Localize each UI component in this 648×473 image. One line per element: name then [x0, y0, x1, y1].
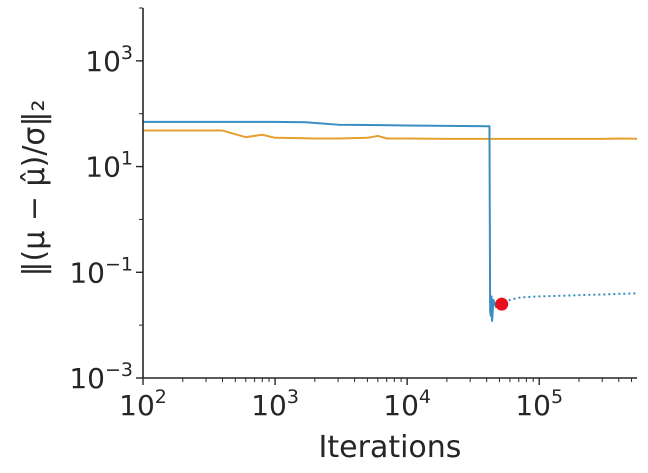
- series-line-2: [143, 120, 501, 322]
- series-layer: [143, 120, 638, 322]
- x-tick-label: 102: [119, 386, 167, 422]
- x-tick-label: 105: [515, 386, 563, 422]
- x-axis-title: Iterations: [319, 430, 462, 465]
- highlight-marker: [495, 297, 509, 311]
- y-tick-label: 10−3: [69, 359, 133, 395]
- y-axis-ticks: 10−3 10−1 101 103: [69, 7, 143, 395]
- y-axis-title: ‖(μ − μ̂)/σ‖₂: [17, 100, 52, 277]
- y-tick-label: 101: [85, 148, 133, 184]
- y-tick-label: 103: [85, 42, 133, 78]
- x-tick-label: 104: [383, 386, 431, 422]
- y-tick-label: 10−1: [69, 253, 133, 289]
- series-line-1: [143, 129, 638, 140]
- series-line-3: [499, 292, 638, 306]
- marker-layer: [495, 297, 509, 311]
- x-tick-label: 103: [251, 386, 299, 422]
- x-axis-ticks: 102 103 104 105: [119, 378, 633, 422]
